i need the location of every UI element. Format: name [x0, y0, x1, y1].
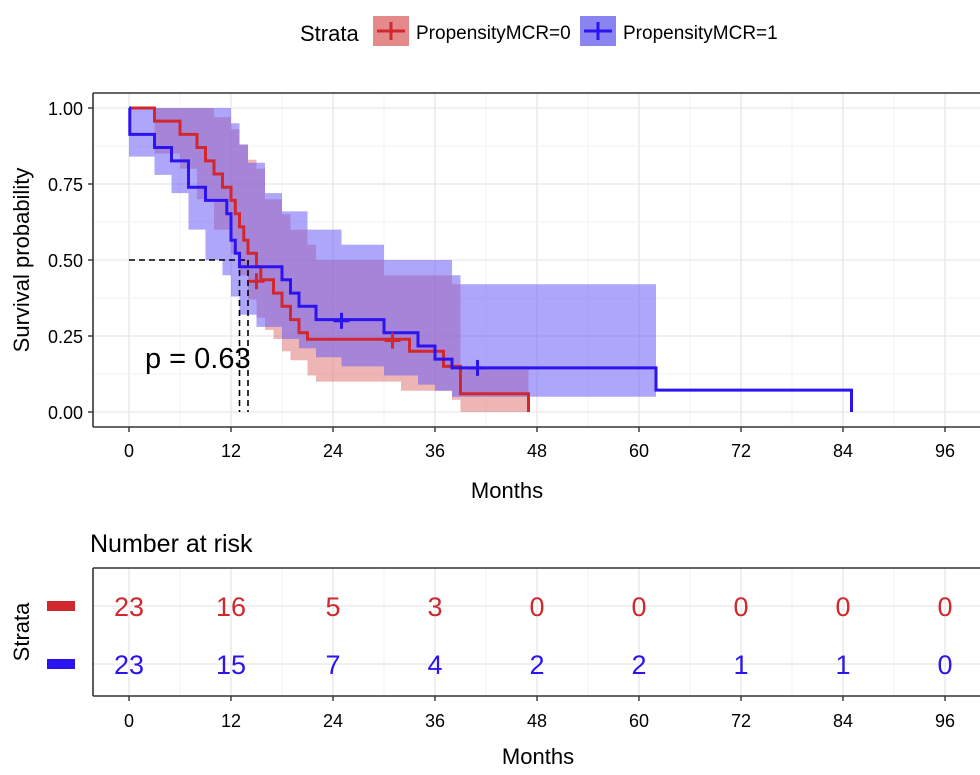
risk-cell-0-4: 0 — [529, 592, 544, 622]
y-tick-label: 1.00 — [48, 99, 83, 119]
risk-cell-0-0: 23 — [114, 592, 144, 622]
risk-table: Number at risk 23 16 5 3 0 0 0 0 0 23 15 7 4 2 2 1 1 0 0 1… — [9, 530, 980, 769]
risk-cell-1-3: 4 — [427, 650, 442, 680]
x-tick-label: 96 — [935, 441, 955, 461]
risk-x-tick-label: 36 — [425, 711, 445, 731]
risk-table-x-axis-label: Months — [502, 744, 574, 769]
plot-x-axis-label: Months — [471, 478, 543, 503]
risk-cell-1-4: 2 — [529, 650, 544, 680]
legend-title: Strata — [300, 21, 359, 46]
x-tick-label: 36 — [425, 441, 445, 461]
censor-mark-0-1 — [384, 332, 401, 349]
risk-cell-0-7: 0 — [835, 592, 850, 622]
legend-label-1: PropensityMCR=1 — [623, 23, 778, 44]
survival-plot: p = 0.63 0.00 0.25 0.50 0.75 1.00 0 12 24 36 48 6… — [9, 92, 980, 503]
risk-cell-0-8: 0 — [937, 592, 952, 622]
y-tick-label: 0.25 — [48, 327, 83, 347]
risk-cell-0-6: 0 — [733, 592, 748, 622]
plot-y-ticks: 0.00 0.25 0.50 0.75 1.00 — [48, 99, 93, 423]
y-tick-label: 0.00 — [48, 403, 83, 423]
x-tick-label: 72 — [731, 441, 751, 461]
survival-curve-1 — [128, 106, 853, 412]
risk-x-tick-label: 12 — [221, 711, 241, 731]
risk-x-tick-label: 60 — [629, 711, 649, 731]
risk-cell-1-8: 0 — [937, 650, 952, 680]
risk-x-tick-label: 48 — [527, 711, 547, 731]
y-tick-label: 0.50 — [48, 251, 83, 271]
x-tick-label: 48 — [527, 441, 547, 461]
risk-cell-1-5: 2 — [631, 650, 646, 680]
risk-row-key-0 — [47, 601, 75, 611]
risk-x-tick-label: 72 — [731, 711, 751, 731]
risk-cell-1-7: 1 — [835, 650, 850, 680]
risk-x-tick-label: 84 — [833, 711, 853, 731]
x-tick-label: 24 — [323, 441, 343, 461]
survival-curve-0 — [129, 106, 530, 412]
censor-mark-1-1 — [469, 359, 486, 376]
risk-table-x-ticks: 0 12 24 36 48 60 72 84 96 — [124, 696, 955, 731]
risk-cell-0-5: 0 — [631, 592, 646, 622]
x-tick-label: 0 — [124, 441, 134, 461]
survival-curves — [128, 106, 853, 412]
median-lines — [129, 259, 249, 412]
plot-x-ticks: 0 12 24 36 48 60 72 84 96 — [124, 427, 955, 461]
y-tick-label: 0.75 — [48, 175, 83, 195]
confidence-band-1 — [129, 108, 656, 412]
x-tick-label: 84 — [833, 441, 853, 461]
risk-row-key-1 — [47, 659, 75, 669]
risk-cell-1-2: 7 — [325, 650, 340, 680]
risk-table-cells: 23 16 5 3 0 0 0 0 0 23 15 7 4 2 2 1 1 0 — [114, 592, 953, 680]
legend: Strata PropensityMCR=0 PropensityMCR=1 — [300, 16, 778, 46]
risk-x-tick-label: 0 — [124, 711, 134, 731]
confidence-bands — [129, 108, 656, 412]
censor-marks — [248, 273, 486, 376]
legend-label-0: PropensityMCR=0 — [416, 23, 571, 44]
risk-cell-0-3: 3 — [427, 592, 442, 622]
risk-cell-1-1: 15 — [216, 650, 246, 680]
p-value-annotation: p = 0.63 — [145, 343, 251, 375]
censor-mark-1-0 — [333, 312, 350, 329]
risk-cell-1-0: 23 — [114, 650, 144, 680]
risk-cell-0-2: 5 — [325, 592, 340, 622]
risk-table-grid — [93, 568, 980, 696]
censor-mark-0-0 — [248, 273, 265, 290]
risk-cell-1-6: 1 — [733, 650, 748, 680]
risk-table-y-axis-label: Strata — [9, 602, 34, 661]
risk-table-title: Number at risk — [90, 530, 253, 558]
x-tick-label: 60 — [629, 441, 649, 461]
x-tick-label: 12 — [221, 441, 241, 461]
risk-x-tick-label: 24 — [323, 711, 343, 731]
risk-x-tick-label: 96 — [935, 711, 955, 731]
risk-cell-0-1: 16 — [216, 592, 246, 622]
plot-y-axis-label: Survival probability — [9, 168, 34, 353]
